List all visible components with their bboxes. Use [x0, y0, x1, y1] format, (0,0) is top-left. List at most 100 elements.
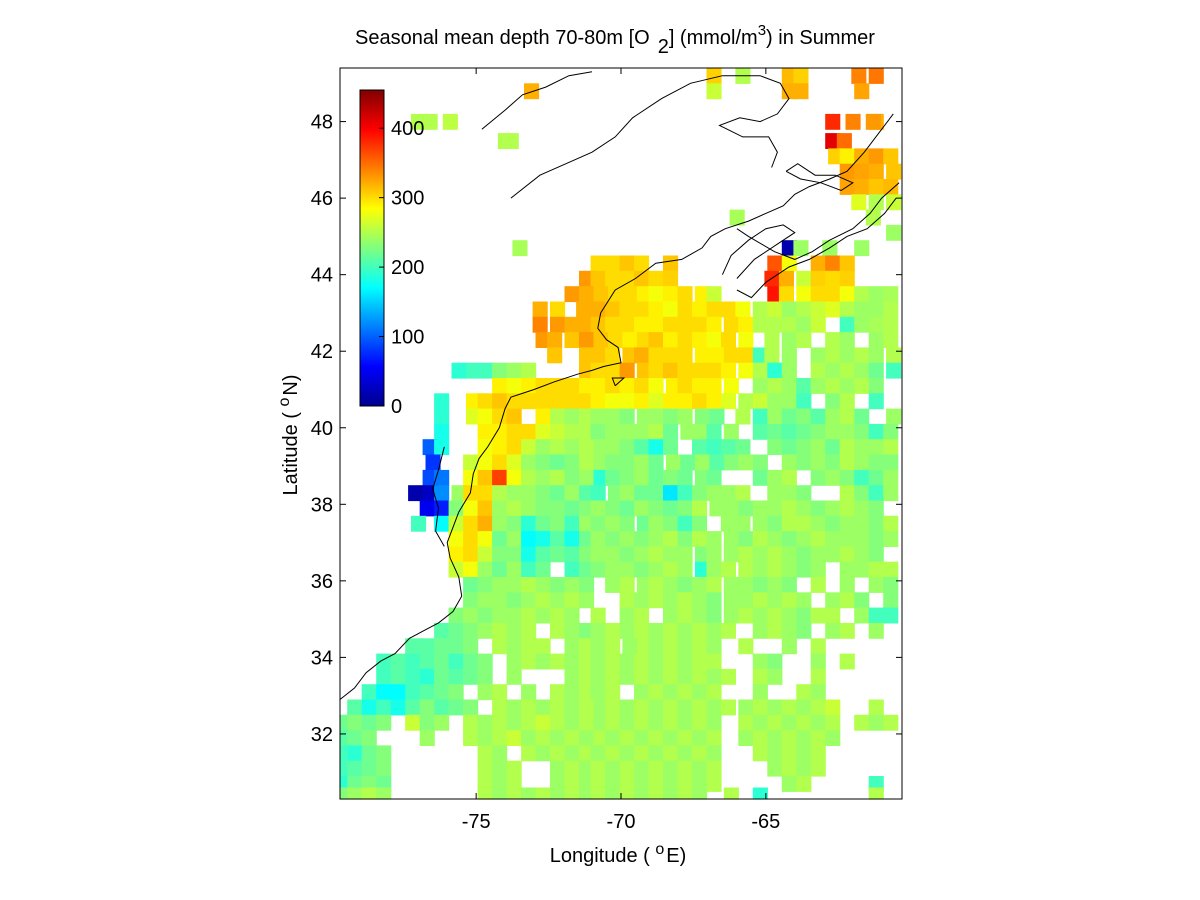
heatmap-cell — [810, 362, 826, 379]
heatmap-cell — [825, 347, 841, 364]
heatmap-cell — [854, 408, 870, 425]
heatmap-cell — [579, 347, 595, 364]
heatmap-cell — [810, 668, 826, 685]
heatmap-cell — [564, 730, 580, 746]
heatmap-cell — [677, 577, 693, 593]
heatmap-cell — [781, 423, 797, 440]
heatmap-cell — [564, 286, 580, 303]
heatmap-cell — [492, 485, 508, 502]
heatmap-cell — [810, 255, 826, 272]
heatmap-cell — [781, 316, 797, 333]
heatmap-cell — [868, 347, 884, 364]
heatmap-cell — [590, 362, 606, 379]
heatmap-cell — [535, 561, 551, 578]
heatmap-cell — [622, 347, 638, 364]
heatmap-cell — [810, 378, 826, 394]
heatmap-cell — [535, 332, 551, 348]
heatmap-cell — [854, 561, 870, 578]
heatmap-cell — [376, 760, 392, 777]
heatmap-cell — [579, 286, 595, 303]
heatmap-cell — [663, 699, 679, 716]
heatmap-cell — [663, 469, 679, 486]
heatmap-cell — [361, 730, 377, 746]
heatmap-cell — [720, 699, 736, 716]
heatmap-cell — [648, 316, 664, 333]
heatmap-cell — [648, 787, 664, 800]
heatmap-cell — [706, 607, 722, 624]
heatmap-cell — [663, 347, 679, 364]
heatmap-cell — [767, 362, 783, 379]
heatmap-cell — [854, 163, 870, 180]
heatmap-cell — [550, 469, 566, 486]
heatmap-cell — [550, 730, 566, 746]
heatmap-cell — [752, 316, 768, 333]
heatmap-cell — [492, 531, 508, 547]
heatmap-cell — [506, 730, 522, 746]
heatmap-cell — [868, 194, 884, 211]
heatmap-cell — [477, 592, 493, 609]
heatmap-cell — [634, 546, 650, 563]
heatmap-cell — [619, 454, 635, 471]
heatmap-cell — [752, 500, 768, 517]
heatmap-cell — [868, 531, 884, 547]
heatmap-cell — [720, 393, 736, 410]
heatmap-cell — [735, 408, 751, 425]
heatmap-cell — [434, 668, 450, 685]
heatmap-cell — [810, 531, 826, 547]
heatmap-cell — [521, 653, 537, 670]
heatmap-cell — [677, 714, 693, 731]
colorbar-tick-label: 400 — [391, 118, 424, 140]
heatmap-cell — [506, 787, 522, 800]
heatmap-cell — [752, 454, 768, 471]
heatmap-cell — [619, 531, 635, 547]
heatmap-cell — [825, 113, 841, 130]
heatmap-cell — [524, 83, 540, 100]
heatmap-cell — [477, 531, 493, 547]
heatmap-cell — [448, 653, 464, 670]
heatmap-cell — [564, 622, 580, 639]
heatmap-cell — [521, 638, 537, 655]
heatmap-cell — [579, 699, 595, 716]
heatmap-cell — [839, 485, 855, 502]
heatmap-cell — [692, 515, 708, 532]
heatmap-cell — [521, 500, 537, 517]
heatmap-cell — [521, 423, 537, 440]
heatmap-cell — [868, 454, 884, 471]
heatmap-cell — [590, 393, 606, 410]
heatmap-cell — [434, 714, 450, 731]
heatmap-cell — [738, 577, 754, 593]
heatmap-cell — [839, 500, 855, 517]
heatmap-cell — [506, 638, 522, 655]
heatmap-cell — [706, 469, 722, 486]
heatmap-cell — [564, 668, 580, 685]
heatmap-cell — [521, 362, 537, 379]
heatmap-cell — [564, 561, 580, 578]
heatmap-cell — [619, 270, 635, 287]
heatmap-cell — [564, 787, 580, 800]
heatmap-cell — [590, 255, 606, 272]
heatmap-cell — [738, 454, 754, 471]
heatmap-cell — [564, 485, 580, 502]
heatmap-cell — [636, 577, 652, 593]
heatmap-cell — [564, 423, 580, 440]
heatmap-cell — [677, 745, 693, 762]
heatmap-cell — [506, 515, 522, 532]
heatmap-cell — [619, 561, 635, 578]
heatmap-cell — [825, 362, 841, 379]
heatmap-cell — [579, 653, 595, 670]
heatmap-cell — [605, 500, 621, 517]
heatmap-cell — [796, 378, 812, 394]
heatmap-cell — [854, 454, 870, 471]
heatmap-cell — [883, 332, 899, 348]
colorbar: 0 100 200 300 400 — [359, 89, 424, 418]
heatmap-cell — [492, 423, 508, 440]
heatmap-cell — [796, 500, 812, 517]
heatmap-cell — [663, 408, 679, 425]
heatmap-cell — [810, 347, 826, 364]
heatmap-cell — [564, 760, 580, 777]
heatmap-cell — [781, 362, 797, 379]
heatmap-cell — [839, 347, 855, 364]
heatmap-cell — [767, 745, 783, 762]
heatmap-cell — [636, 408, 652, 425]
heatmap-cell — [767, 714, 783, 731]
